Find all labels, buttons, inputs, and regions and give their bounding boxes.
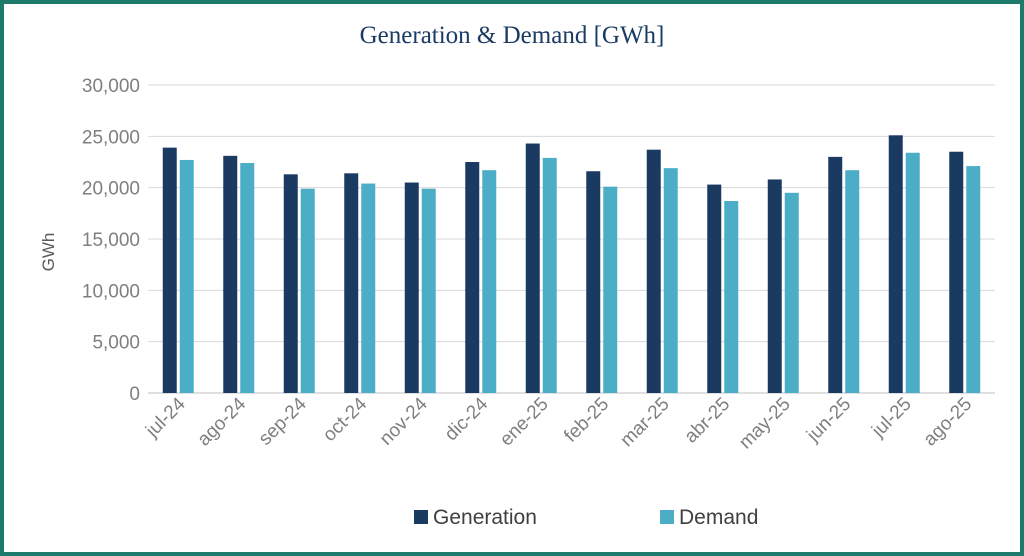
legend-swatch-generation [414, 510, 428, 524]
bar-generation-ago-25 [949, 151, 964, 393]
y-axis-label: GWh [39, 233, 58, 272]
x-axis-ticks: jul-24 ago-24 sep-24 oct-24 nov-24 dic-24 ene-… [141, 393, 976, 453]
bar-demand-jul-24 [179, 159, 194, 393]
bar-demand-dic-24 [482, 170, 497, 393]
chart-title: Generation & Demand [GWh] [359, 22, 665, 49]
bar-demand-ago-25 [966, 166, 981, 393]
bar-generation-dic-24 [465, 162, 480, 393]
bar-demand-mar-25 [663, 168, 678, 393]
bar-demand-sep-24 [300, 188, 315, 393]
x-tick-label: mar-25 [616, 394, 673, 451]
x-tick-label: ago-25 [920, 394, 977, 451]
bar-demand-may-25 [784, 192, 799, 393]
y-tick-label: 10,000 [82, 281, 140, 302]
x-tick-label: may-25 [735, 394, 795, 454]
y-tick-label: 0 [129, 384, 140, 405]
x-tick-label: jul-25 [867, 394, 915, 442]
x-tick-label: ene-25 [496, 394, 553, 451]
bar-generation-jul-24 [162, 147, 177, 393]
bar-demand-jun-25 [845, 170, 860, 393]
bar-demand-jul-25 [905, 152, 920, 393]
bar-demand-feb-25 [603, 186, 618, 393]
bar-generation-jul-25 [888, 135, 903, 393]
y-tick-label: 15,000 [82, 230, 140, 251]
gridlines [148, 84, 995, 394]
bars [162, 135, 981, 393]
x-tick-label: jun-25 [802, 394, 855, 447]
bar-generation-nov-24 [404, 182, 419, 393]
bar-demand-oct-24 [361, 183, 376, 393]
bar-demand-nov-24 [421, 188, 436, 393]
y-tick-label: 25,000 [82, 127, 140, 148]
legend-label-demand: Demand [679, 506, 758, 529]
legend: Generation Demand [414, 506, 758, 529]
bar-generation-sep-24 [283, 174, 298, 393]
legend-label-generation: Generation [433, 506, 537, 529]
x-tick-label: nov-24 [376, 393, 432, 449]
x-tick-label: oct-24 [319, 393, 371, 445]
bar-generation-abr-25 [707, 184, 722, 393]
x-tick-label: sep-24 [255, 393, 311, 449]
bar-demand-abr-25 [724, 201, 739, 393]
bar-generation-oct-24 [344, 173, 359, 393]
x-tick-label: ago-24 [194, 393, 251, 450]
x-tick-label: abr-25 [681, 394, 735, 448]
bar-generation-may-25 [767, 179, 782, 393]
y-tick-label: 5,000 [92, 333, 140, 354]
bar-generation-feb-25 [586, 171, 601, 393]
x-tick-label: feb-25 [560, 394, 613, 447]
bar-generation-ago-24 [223, 155, 238, 393]
bar-demand-ago-24 [240, 163, 255, 393]
bar-generation-jun-25 [828, 156, 843, 393]
x-tick-label: jul-24 [141, 393, 190, 442]
bar-generation-ene-25 [525, 143, 540, 393]
y-tick-label: 30,000 [82, 76, 140, 97]
x-tick-label: dic-24 [441, 393, 493, 445]
y-axis-ticks: 0 5,000 10,000 15,000 20,000 25,000 30,000 [82, 76, 140, 405]
y-tick-label: 20,000 [82, 179, 140, 200]
legend-swatch-demand [660, 510, 674, 524]
bar-generation-mar-25 [646, 149, 661, 393]
bar-demand-ene-25 [542, 157, 557, 393]
